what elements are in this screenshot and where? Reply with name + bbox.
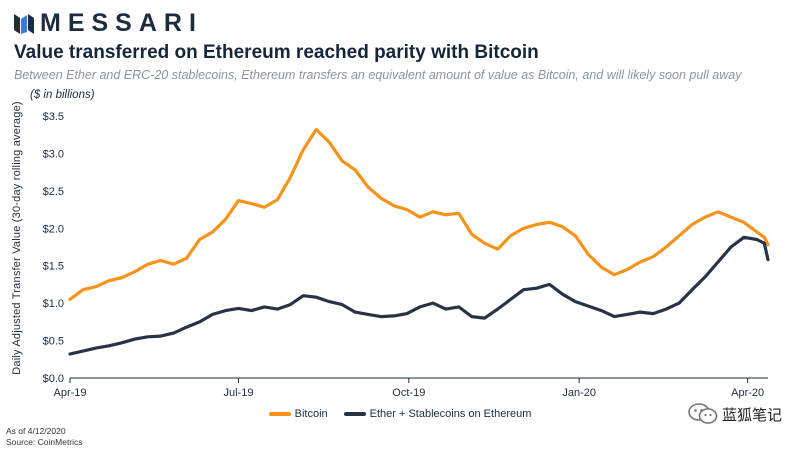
source-note: Source: CoinMetrics: [6, 437, 83, 447]
brand-name: MESSARI: [40, 8, 203, 37]
y-tick-label: $3.0: [43, 148, 64, 160]
y-tick-label: $1.5: [43, 261, 64, 273]
watermark: 蓝狐笔记: [688, 403, 782, 425]
x-tick-label: Oct-19: [392, 387, 425, 399]
chart-subtitle: Between Ether and ERC-20 stablecoins, Et…: [14, 68, 742, 82]
messari-logo-icon: [14, 14, 34, 34]
watermark-text: 蓝狐笔记: [721, 406, 782, 424]
wechat-icon: [688, 403, 718, 424]
legend-label-ethereum: Ether + Stablecoins on Ethereum: [369, 408, 532, 420]
y-tick-label: $0.5: [43, 336, 64, 348]
x-tick-label: Apr-19: [53, 387, 86, 399]
brand-logo: MESSARI: [14, 8, 203, 38]
x-tick-label: Jul-19: [223, 387, 253, 399]
chart-title: Value transferred on Ethereum reached pa…: [14, 42, 539, 63]
as-of-note: As of 4/12/2020: [6, 426, 66, 436]
y-tick-label: $3.5: [43, 111, 64, 123]
y-tick-label: $2.5: [43, 186, 64, 198]
units-note: ($ in billions): [30, 89, 95, 101]
x-tick-label: Jan-20: [562, 387, 596, 399]
series-line-ethereum: [68, 235, 770, 356]
x-tick-label: Apr-20: [731, 387, 764, 399]
legend-item-ethereum: Ether + Stablecoins on Ethereum: [343, 408, 532, 420]
legend-label-bitcoin: Bitcoin: [294, 408, 328, 420]
series-line-bitcoin: [68, 127, 770, 301]
y-tick-label: $1.0: [43, 298, 64, 310]
legend-item-bitcoin: Bitcoin: [268, 408, 328, 420]
y-tick-label: $2.0: [43, 223, 64, 235]
chart-legend: Bitcoin Ether + Stablecoins on Ethereum: [0, 408, 800, 420]
legend-swatch-bitcoin: [268, 412, 291, 416]
y-tick-label: $0.0: [43, 373, 64, 385]
legend-swatch-ethereum: [343, 412, 366, 416]
